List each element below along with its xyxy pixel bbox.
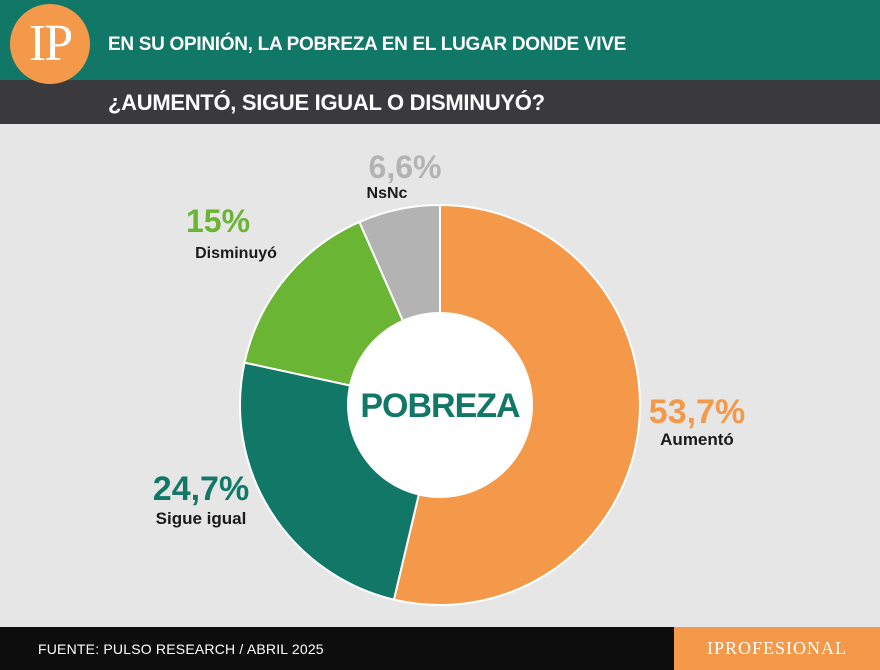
chart-subtitle: ¿AUMENTÓ, SIGUE IGUAL O DISMINUYÓ?	[108, 90, 545, 115]
value-label-aumento: 53,7%	[649, 393, 745, 431]
category-label-disminuyo: Disminuyó	[195, 245, 277, 262]
category-label-aumento: Aumentó	[660, 430, 734, 449]
category-label-nsnc: NsNc	[367, 185, 408, 202]
header-bar	[0, 0, 880, 80]
center-label: POBREZA	[360, 387, 520, 425]
donut-chart: 53,7%Aumentó 24,7%Sigue igual 15% Disminuyó…	[153, 149, 745, 606]
ip-logo: IP	[10, 4, 90, 84]
subheader-bar	[0, 80, 880, 124]
logo-text: IP	[28, 15, 73, 72]
chart-title: EN SU OPINIÓN, LA POBREZA EN EL LUGAR DO…	[108, 34, 627, 55]
value-label-sigue-igual: 24,7%	[153, 470, 249, 508]
source-text: FUENTE: PULSO RESEARCH / ABRIL 2025	[38, 641, 324, 657]
brand-badge: IPROFESIONAL	[674, 627, 880, 670]
brand-text: IPROFESIONAL	[706, 638, 847, 658]
category-label-sigue-igual: Sigue igual	[156, 509, 247, 528]
value-label-nsnc: 6,6%	[369, 149, 442, 185]
donut-hole	[348, 313, 532, 497]
value-label-disminuyo: 15%	[186, 203, 250, 239]
